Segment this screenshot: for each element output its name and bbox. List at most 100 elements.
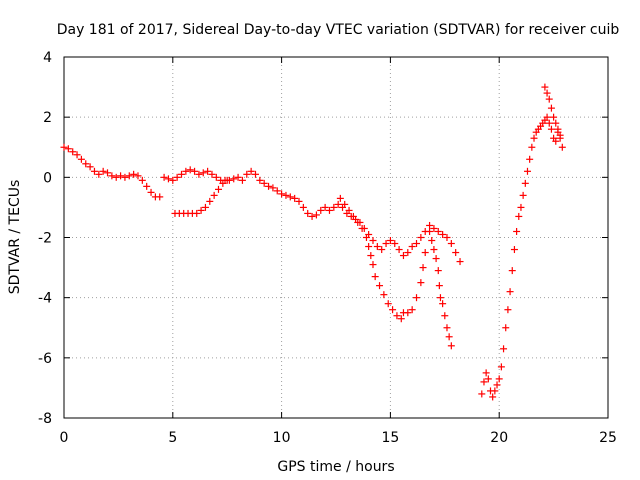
data-point: [197, 206, 205, 214]
data-point: [497, 363, 505, 371]
data-point: [251, 170, 259, 178]
data-point: [439, 300, 447, 308]
data-point: [386, 237, 394, 245]
data-point: [545, 95, 553, 103]
data-point: [502, 324, 510, 332]
data-point: [321, 203, 329, 211]
series-segment-g: [541, 83, 564, 139]
axis-ticks: 0 5 10 15 20 25 -8 -6 -4 -2 0 2 4: [38, 50, 617, 446]
grid: [64, 57, 608, 418]
data-point: [521, 179, 529, 187]
data-point: [195, 170, 203, 178]
data-point: [117, 172, 125, 180]
data-point: [178, 170, 186, 178]
data-point: [523, 167, 531, 175]
data-point: [408, 243, 416, 251]
data-point: [550, 113, 558, 121]
data-point: [376, 282, 384, 290]
data-point: [330, 203, 338, 211]
data-point: [552, 119, 560, 127]
data-point: [391, 240, 399, 248]
data-point: [269, 184, 277, 192]
data-point: [130, 170, 138, 178]
x-tick-label: 15: [381, 430, 399, 446]
data-point: [378, 246, 386, 254]
data-point: [362, 234, 370, 241]
series-segment-b: [160, 166, 464, 266]
data-point: [108, 172, 116, 180]
data-point: [134, 172, 142, 180]
series-segment-d: [336, 194, 429, 323]
data-point: [526, 155, 534, 163]
data-point: [435, 282, 443, 290]
data-point: [234, 173, 242, 181]
data-point: [439, 230, 447, 238]
data-point: [260, 179, 268, 187]
data-point: [432, 255, 440, 263]
data-point: [223, 176, 231, 184]
data-point: [99, 167, 107, 175]
data-point: [69, 148, 77, 156]
data-point: [395, 246, 403, 254]
data-point: [186, 166, 194, 174]
data-point: [380, 291, 388, 299]
series-segment-f: [478, 113, 566, 401]
data-point: [104, 169, 112, 177]
data-point: [506, 288, 514, 296]
data-point: [426, 227, 434, 235]
data-point: [138, 176, 146, 184]
data-point: [484, 375, 492, 383]
data-point: [278, 190, 286, 198]
series-segment-e: [426, 227, 455, 350]
data-point: [482, 369, 490, 377]
data-point: [230, 175, 238, 183]
data-point: [430, 224, 438, 232]
series-segment-a: [60, 143, 164, 201]
x-tick-label: 0: [60, 430, 69, 446]
data-point: [64, 145, 72, 153]
data-point: [447, 240, 455, 248]
data-point: [552, 137, 560, 145]
y-tick-label: -6: [38, 351, 52, 367]
data-point: [212, 173, 220, 181]
data-point: [541, 83, 549, 91]
data-point: [443, 324, 451, 332]
data-point: [371, 273, 379, 281]
y-tick-label: -2: [38, 231, 52, 247]
data-point: [543, 89, 551, 97]
data-point: [519, 191, 527, 199]
data-point: [447, 342, 455, 350]
y-tick-label: 0: [43, 170, 52, 186]
data-point: [399, 252, 407, 260]
data-point: [182, 167, 190, 175]
data-point: [373, 243, 381, 251]
data-point: [156, 193, 164, 201]
data-point: [413, 240, 421, 248]
data-point: [210, 191, 218, 199]
x-tick-label: 20: [490, 430, 508, 446]
x-tick-label: 10: [273, 430, 291, 446]
data-point: [480, 378, 488, 386]
data-point: [304, 209, 312, 217]
x-tick-label: 25: [599, 430, 617, 446]
data-point: [312, 211, 320, 219]
data-point: [508, 267, 516, 275]
data-point: [547, 125, 555, 133]
data-point: [256, 176, 264, 184]
data-point: [404, 249, 412, 257]
data-point: [282, 191, 290, 199]
y-tick-label: 4: [43, 50, 52, 66]
data-point: [160, 173, 168, 181]
data-point: [554, 125, 562, 133]
data-point: [445, 333, 453, 341]
y-axis-label: SDTVAR / TECUs: [7, 180, 23, 295]
data-point: [354, 218, 362, 226]
data-point: [199, 169, 207, 177]
data-point: [86, 163, 94, 171]
data-point: [238, 176, 246, 184]
data-point: [547, 104, 555, 112]
series-segment-c: [171, 176, 231, 217]
x-tick-label: 5: [168, 430, 177, 446]
data-point: [510, 246, 518, 254]
